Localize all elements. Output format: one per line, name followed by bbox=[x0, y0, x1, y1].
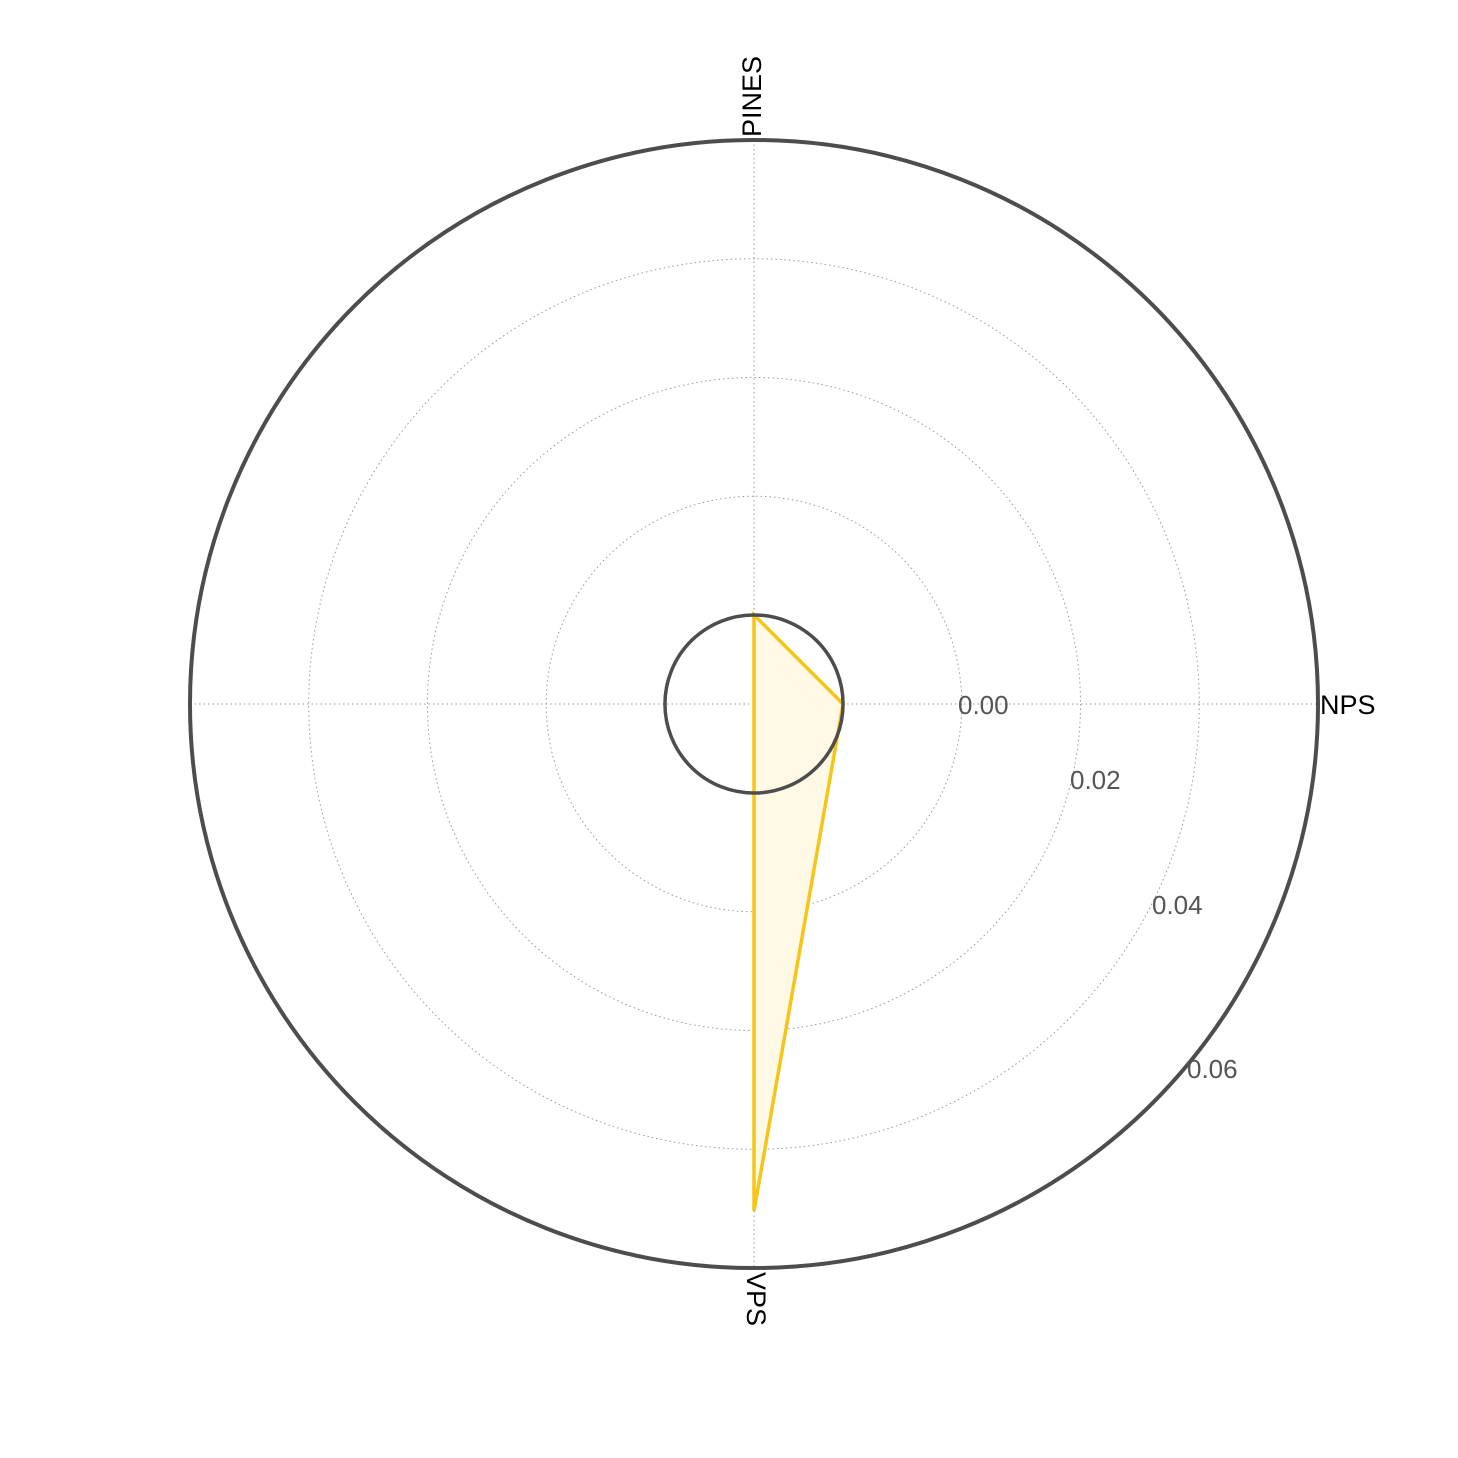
reference-circle bbox=[663, 613, 845, 795]
label-layer: NPS VPS PINES 0.00 0.02 0.04 0.06 bbox=[737, 56, 1375, 1326]
axis-label-vps: VPS bbox=[741, 1272, 771, 1326]
grid-circle-2 bbox=[426, 376, 1082, 1032]
tick-label-2: 0.04 bbox=[1152, 890, 1203, 920]
series-polygon-0 bbox=[752, 610, 845, 1212]
outer-ring bbox=[188, 138, 1320, 1270]
tick-label-3: 0.06 bbox=[1187, 1054, 1238, 1084]
axis-label-pines: PINES bbox=[737, 56, 767, 137]
axis-label-nps: NPS bbox=[1320, 690, 1376, 720]
tick-label-1: 0.02 bbox=[1070, 765, 1121, 795]
ring-layer bbox=[188, 138, 1320, 1270]
tick-label-0: 0.00 bbox=[958, 690, 1009, 720]
series-layer bbox=[752, 610, 845, 1212]
